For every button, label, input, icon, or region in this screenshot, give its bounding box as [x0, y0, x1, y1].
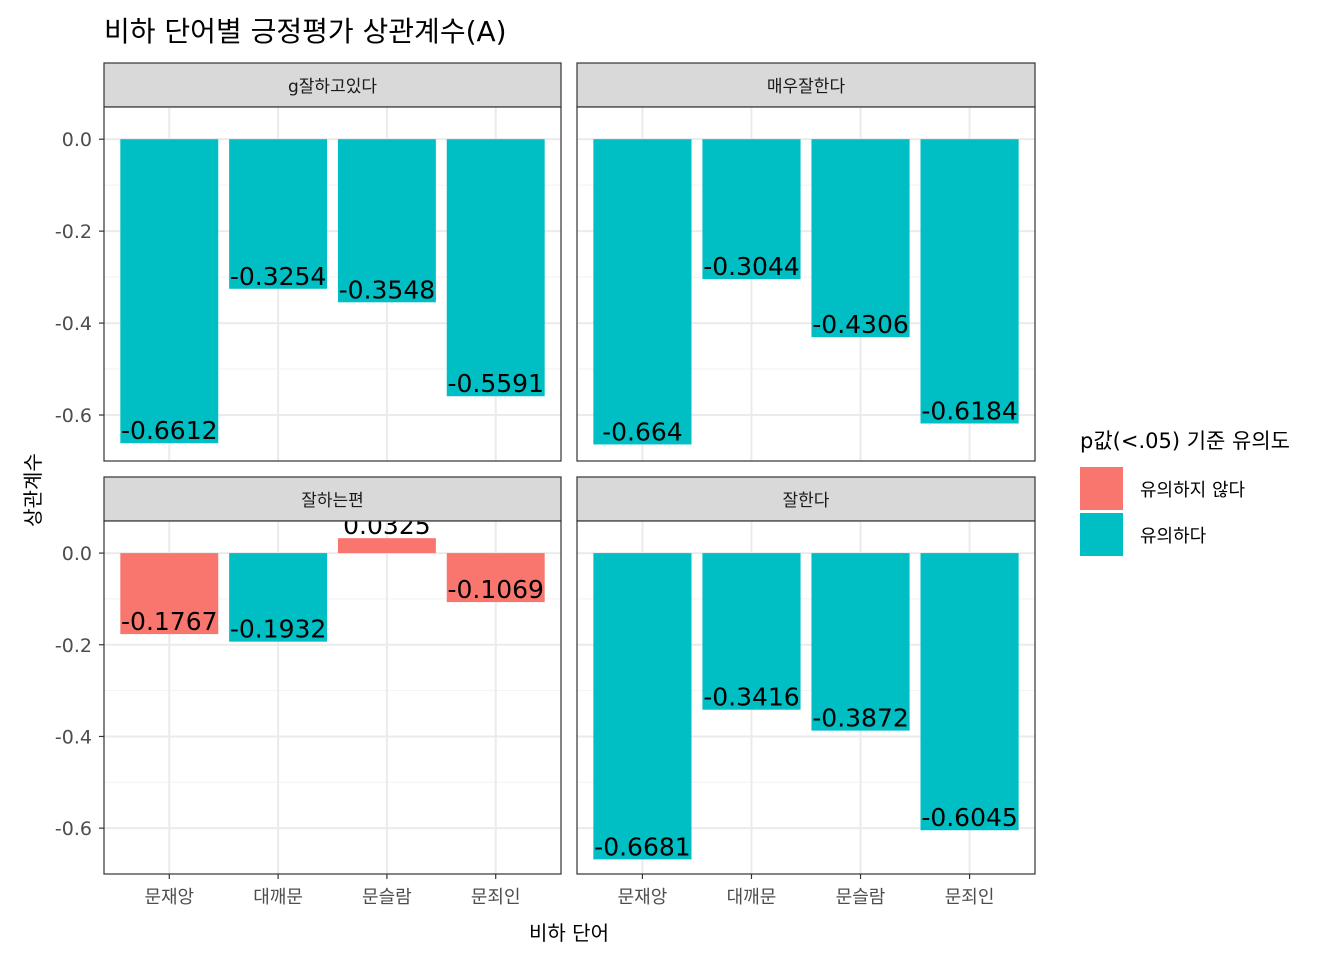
bar	[337, 139, 436, 303]
legend-swatch	[1080, 513, 1123, 556]
data-label: 0.0325	[343, 511, 430, 540]
data-label: -0.3254	[230, 262, 327, 291]
legend-title: p값(<.05) 기준 유의도	[1080, 429, 1290, 453]
data-label: -0.3044	[703, 252, 800, 281]
panel-border	[103, 106, 562, 462]
bar	[446, 139, 545, 397]
facet-strip	[103, 62, 562, 108]
data-label: -0.4306	[812, 310, 909, 339]
bar	[593, 553, 692, 860]
bar	[593, 139, 692, 445]
facet-strip-label: g잘하고있다	[288, 77, 377, 97]
bar	[337, 538, 436, 554]
bar	[229, 553, 328, 642]
facet-panel: 매우잘한다 -0.664 -0.3044 -0.4306 -0.6184	[576, 62, 1036, 462]
chart-title: 비하 단어별 긍정평가 상관계수(A)	[104, 15, 507, 48]
y-tick-label: -0.2	[55, 221, 92, 243]
data-label: -0.5591	[447, 369, 544, 398]
x-tick-label: 대깨문	[253, 887, 303, 908]
panel-border	[103, 520, 562, 875]
facet-panel: 잘하는편 -0.1767 -0.1932 0.0325 -0.1069 0.0 -0.2 -0…	[55, 476, 562, 908]
bar	[120, 553, 219, 635]
panel-border	[576, 520, 1036, 875]
data-label: -0.6681	[594, 832, 691, 861]
bar	[811, 553, 910, 731]
data-label: -0.3416	[703, 683, 800, 712]
y-tick-label: -0.4	[55, 313, 92, 335]
bar	[702, 139, 801, 280]
data-label: -0.3872	[812, 704, 909, 733]
y-tick-label: -0.6	[55, 818, 92, 840]
legend-label: 유의하지 않다	[1140, 480, 1246, 501]
data-label: -0.6184	[921, 396, 1018, 425]
legend-swatch	[1080, 467, 1123, 510]
legend-label: 유의하다	[1140, 526, 1207, 547]
facet-strip-label: 잘하는편	[301, 491, 364, 511]
bar	[920, 139, 1019, 424]
x-tick-label: 문재앙	[618, 887, 668, 908]
data-label: -0.1767	[121, 607, 218, 636]
x-tick-label: 대깨문	[727, 887, 777, 908]
x-tick-label: 문슬람	[362, 887, 412, 908]
data-label: -0.6045	[921, 803, 1018, 832]
facet-strip	[103, 476, 562, 522]
facet-strip	[576, 62, 1036, 108]
data-label: -0.6612	[121, 416, 218, 445]
facet-strip-label: 매우잘한다	[767, 77, 846, 97]
facet-panel: g잘하고있다 -0.6612 -0.3254 -0.3548 -0.5591 0.0 -0.…	[55, 62, 562, 462]
y-tick-label: 0.0	[62, 543, 92, 565]
data-label: -0.1069	[447, 575, 544, 604]
bar	[920, 553, 1019, 831]
y-tick-label: -0.6	[55, 405, 92, 427]
bar	[446, 553, 545, 603]
x-tick-label: 문슬람	[836, 887, 886, 908]
panel-border	[576, 106, 1036, 462]
x-tick-label: 문죄인	[945, 887, 995, 908]
bar	[811, 139, 910, 338]
x-tick-label: 문재앙	[144, 887, 194, 908]
y-axis-label: 상관계수	[21, 453, 45, 527]
bar	[702, 553, 801, 710]
bar	[120, 139, 219, 444]
facet-panels: g잘하고있다 -0.6612 -0.3254 -0.3548 -0.5591 0.0 -0.…	[55, 62, 1036, 908]
bar	[229, 139, 328, 289]
data-label: -0.664	[602, 417, 683, 446]
data-label: -0.3548	[339, 275, 436, 304]
y-tick-label: -0.2	[55, 635, 92, 657]
y-tick-label: 0.0	[62, 129, 92, 151]
data-label: -0.1932	[230, 615, 327, 644]
x-axis-label: 비하 단어	[529, 921, 609, 945]
facet-panel: 잘한다 -0.6681 -0.3416 -0.3872 -0.6045 문재앙 대깨문 문슬람…	[576, 476, 1036, 908]
x-tick-label: 문죄인	[471, 887, 521, 908]
facet-strip-label: 잘한다	[783, 491, 830, 511]
y-tick-label: -0.4	[55, 726, 92, 748]
